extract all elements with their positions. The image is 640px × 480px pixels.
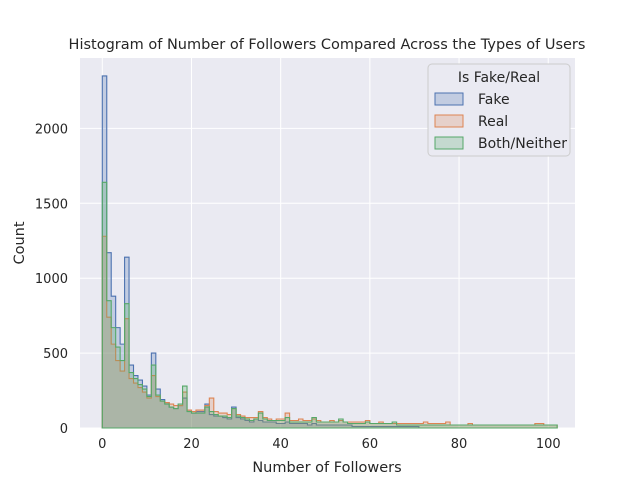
legend-items: Fake Real Both/Neither <box>434 92 567 152</box>
legend-swatch <box>434 92 464 106</box>
series-layer <box>101 75 558 429</box>
y-tick-label: 1000 <box>35 272 68 287</box>
chart-title: Histogram of Number of Followers Compare… <box>69 37 586 53</box>
legend-swatch <box>434 136 464 150</box>
legend-box <box>427 63 571 157</box>
x-tick-label: 40 <box>272 437 289 452</box>
y-tick-labels: 0 500 1000 1500 2000 <box>35 122 68 437</box>
y-tick-label: 1500 <box>35 197 68 212</box>
x-tick-label: 100 <box>536 437 561 452</box>
x-axis-label: Number of Followers <box>252 460 401 476</box>
x-tick-label: 0 <box>98 437 106 452</box>
series-both-neither <box>101 181 558 429</box>
y-tick-label: 2000 <box>35 122 68 137</box>
legend-label: Real <box>478 114 508 130</box>
legend-label: Fake <box>478 92 510 108</box>
legend-title: Is Fake/Real <box>458 70 540 86</box>
x-tick-label: 80 <box>451 437 468 452</box>
x-tick-label: 60 <box>362 437 379 452</box>
legend-label: Both/Neither <box>478 136 567 152</box>
legend: Is Fake/Real Fake Real Both/Neither <box>427 63 571 157</box>
y-tick-label: 500 <box>43 347 68 362</box>
histogram-step-area <box>101 181 558 429</box>
y-axis-label: Count <box>12 221 28 264</box>
y-tick-label: 0 <box>60 422 68 437</box>
legend-swatch <box>434 114 464 128</box>
x-tick-label: 20 <box>183 437 200 452</box>
x-tick-labels: 0 20 40 60 80 100 <box>98 437 561 452</box>
